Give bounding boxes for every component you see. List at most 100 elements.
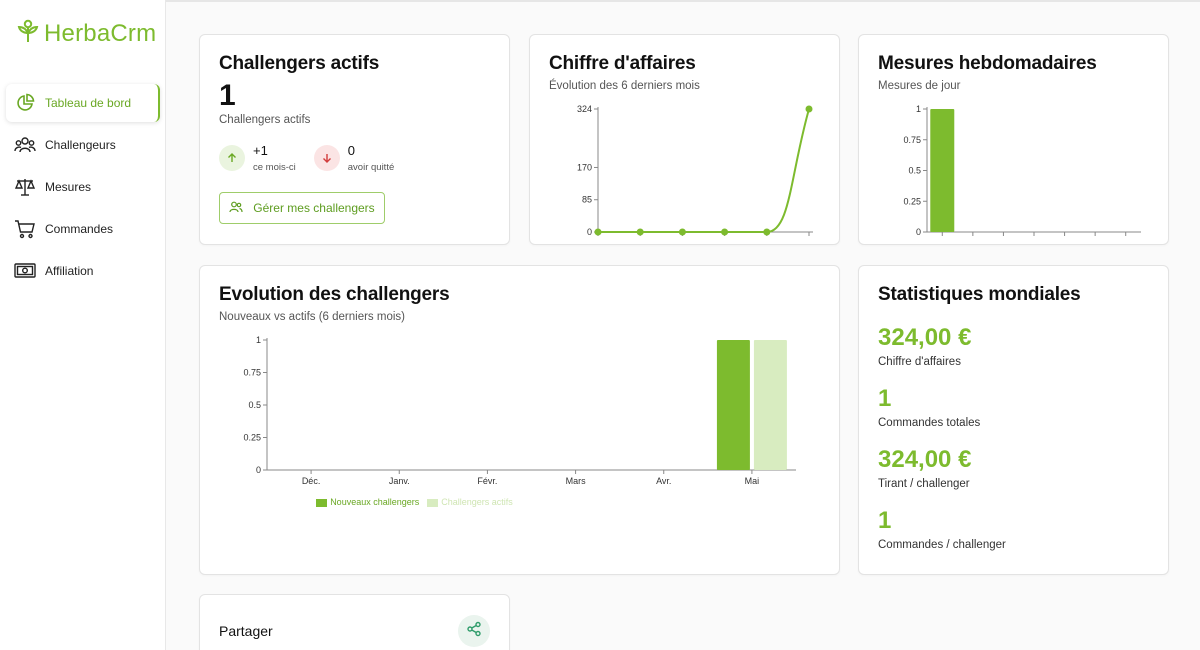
weekly-measures-card: Mesures hebdomadaires Mesures de jour 0 0… [858,34,1169,245]
data-point [721,228,729,236]
stat-revenue: 324,00 € Chiffre d'affaires [878,324,971,368]
left-value: 0 [347,143,355,158]
sprout-icon [16,18,40,49]
data-point [805,105,813,113]
cart-icon [14,218,36,240]
stat-left: 0 avoir quitté [313,143,395,173]
sidebar-item-commandes[interactable]: Commandes [6,210,160,248]
stat-value: 324,00 € [878,446,972,473]
x-tick-label: Déc. [302,476,321,486]
card-subtitle: Nouveaux vs actifs (6 derniers mois) [219,311,405,323]
evolution-bar-chart: 0 0.25 0.5 0.75 1 Déc. Janv. Févr. Mars Avr. Mai [243,335,796,486]
stat-label: Chiffre d'affaires [878,356,961,368]
y-tick-label: 0.5 [248,400,261,410]
stat-label: Commandes totales [878,417,981,429]
y-tick-label: 0.75 [903,135,921,145]
active-count-label: Challengers actifs [219,114,311,126]
active-count: 1 [219,79,236,112]
legend-label: Challengers actifs [441,497,513,507]
y-tick-label: 170 [577,162,592,172]
card-title: Challengers actifs [219,53,380,74]
share-card: Partager [199,594,510,650]
revenue-card: Chiffre d'affaires Évolution des 6 derni… [529,34,840,245]
stat-value: 1 [878,507,892,534]
sidebar: HerbaCrm Tableau de bord [0,0,166,650]
y-tick-label: 0 [916,227,921,237]
data-point [636,228,644,236]
card-title: Evolution des challengers [219,284,450,305]
y-tick-label: 1 [256,335,261,345]
arrow-up-icon [219,145,245,171]
sidebar-item-affiliation[interactable]: Affiliation [6,252,160,290]
data-point [678,228,686,236]
world-stats-card: Statistiques mondiales 324,00 € Chiffre … [858,265,1169,575]
sidebar-item-label: Affiliation [45,264,94,278]
stat-value: 1 [878,385,892,412]
brand-name: HerbaCrm [44,19,157,47]
card-title: Chiffre d'affaires [549,53,696,74]
sidebar-item-label: Mesures [45,180,92,194]
x-tick-label: Janv. [389,476,410,486]
y-tick-label: 0.25 [243,433,261,443]
card-title: Mesures hebdomadaires [878,53,1097,74]
chart-legend: Nouveaux challengers Challengers actifs [200,497,839,507]
stat-orders-per-challenger: 1 Commandes / challenger [878,507,1006,551]
weekly-bar-chart: 00.250.50.751LunMarMerJeuVenSamDim [903,104,1141,237]
y-tick-label: 324 [577,104,592,114]
users-icon [229,200,243,217]
y-tick-label: 0.75 [243,368,261,378]
x-tick-label: Mai [745,476,760,486]
stat-total-orders: 1 Commandes totales [878,385,980,429]
y-tick-label: 0 [256,465,261,475]
left-label: avoir quitté [347,162,395,173]
stat-joined: +1 ce mois-ci [219,143,296,173]
sidebar-item-label: Challengeurs [45,138,116,152]
legend-label: Nouveaux challengers [330,497,420,507]
brand-logo[interactable]: HerbaCrm [16,18,156,49]
active-challengers-card: Challengers actifs 1 Challengers actifs … [199,34,510,245]
sidebar-item-label: Tableau de bord [45,96,132,110]
sidebar-item-tableau-de-bord[interactable]: Tableau de bord [6,84,160,122]
sidebar-item-label: Commandes [45,222,114,236]
share-button[interactable] [458,615,490,647]
y-tick-label: 0 [587,227,592,237]
bar [716,340,750,470]
x-tick-label: Mars [566,476,586,486]
joined-value: +1 [253,143,268,158]
y-tick-label: 85 [582,195,592,205]
y-tick-label: 0.25 [903,196,921,206]
x-tick-label: Avr. [656,476,671,486]
stat-label: Tirant / challenger [878,478,970,490]
card-subtitle: Mesures de jour [878,80,961,92]
joined-label: ce mois-ci [253,162,296,173]
stat-label: Commandes / challenger [878,539,1006,551]
legend-item-active[interactable]: Challengers actifs [427,497,513,507]
data-point [594,228,602,236]
users-icon [14,134,36,156]
sidebar-item-challengeurs[interactable]: Challengeurs [6,126,160,164]
bar [930,109,955,232]
y-tick-label: 1 [916,104,921,114]
card-subtitle: Évolution des 6 derniers mois [549,80,700,92]
pie-chart-icon [14,92,36,114]
manage-challengers-label: Gérer mes challengers [253,201,375,215]
scale-icon [14,176,36,198]
sidebar-nav: Tableau de bord Challengeurs [6,84,160,294]
share-title: Partager [219,623,273,639]
legend-item-new[interactable]: Nouveaux challengers [316,497,419,507]
series-line [598,108,810,233]
card-title: Statistiques mondiales [878,284,1081,305]
top-border [0,0,1200,2]
money-icon [14,260,36,282]
arrow-down-icon [313,145,340,171]
share-icon [466,621,482,642]
manage-challengers-button[interactable]: Gérer mes challengers [219,192,385,224]
bar [753,340,787,470]
stat-revenue-per-challenger: 324,00 € Tirant / challenger [878,446,971,490]
challenger-evolution-card: Evolution des challengers Nouveaux vs ac… [199,265,840,575]
stat-value: 324,00 € [878,324,972,351]
x-tick-label: Févr. [477,476,497,486]
sidebar-item-mesures[interactable]: Mesures [6,168,160,206]
y-tick-label: 0.5 [908,166,921,176]
